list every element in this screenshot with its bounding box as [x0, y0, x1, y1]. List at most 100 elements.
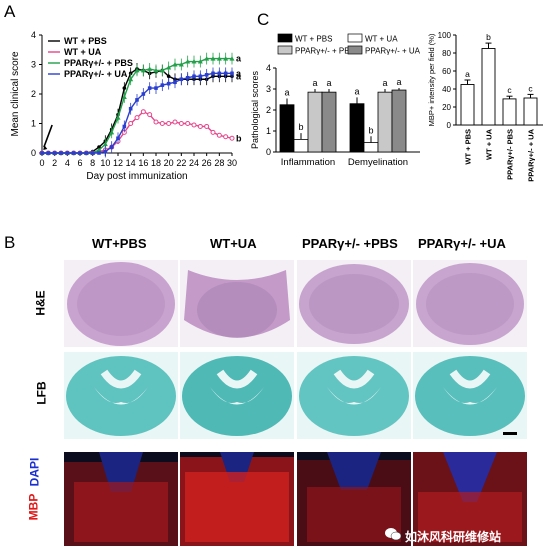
significance-letter: c	[528, 83, 533, 93]
data-point	[166, 64, 172, 70]
mbp-dapi-image-wt-pbs	[64, 452, 178, 546]
significance-letter: a	[284, 87, 289, 97]
data-point	[122, 124, 127, 129]
data-point	[204, 123, 210, 129]
x-tick-label: 10	[100, 158, 110, 168]
y-tick-label: 0	[31, 148, 36, 158]
significance-letter: a	[312, 78, 317, 88]
bar	[377, 91, 393, 153]
significance-letter: b	[486, 32, 491, 42]
data-point	[160, 83, 165, 87]
significance-letter: b	[236, 133, 242, 143]
data-point	[211, 71, 215, 76]
y-tick-label: 4	[31, 30, 36, 40]
y-tick-label: 40	[442, 85, 451, 94]
x-tick-label: 30	[227, 158, 237, 168]
series-line	[42, 68, 232, 154]
significance-letter: a	[326, 78, 331, 88]
data-point	[96, 147, 102, 153]
data-point	[84, 151, 89, 155]
legend-label: PPARγ+/- + PBS	[64, 58, 133, 68]
data-point	[223, 56, 229, 61]
watermark: 如沐风科研维修站	[405, 530, 502, 544]
series-line	[42, 72, 232, 154]
data-point	[210, 129, 216, 135]
data-point	[128, 106, 133, 111]
mbp-dapi-image-ppar-ua	[413, 452, 527, 546]
data-point	[134, 115, 140, 121]
bar	[523, 97, 538, 126]
data-point	[147, 86, 152, 90]
lfb-image-ppar-ua	[413, 352, 527, 439]
data-point	[197, 59, 203, 64]
data-point	[153, 119, 159, 125]
significance-letter: b	[298, 122, 303, 132]
significance-letter: a	[236, 68, 242, 78]
x-tick-label: 4	[65, 158, 70, 168]
bar	[349, 103, 365, 153]
data-point	[46, 151, 51, 155]
significance-letter: a	[354, 86, 359, 96]
he-image-wt-ua	[180, 260, 294, 347]
data-point	[116, 136, 120, 141]
bar	[481, 48, 496, 126]
data-point	[192, 74, 196, 79]
bar	[502, 98, 517, 126]
row-label-dapi: DAPI	[27, 457, 42, 487]
row-label-he: H&E	[33, 290, 48, 316]
x-tick-label: 26	[202, 158, 212, 168]
y-tick-label: 3	[31, 60, 36, 70]
legend-label: WT + UA	[365, 35, 398, 44]
row-label-mbp: MBP	[26, 493, 41, 521]
x-axis-label: Day post immunization	[86, 171, 187, 182]
legend-swatch	[347, 45, 363, 55]
category-label: Demyelination	[348, 157, 408, 168]
legend-swatch	[277, 45, 293, 55]
significance-letter: a	[396, 77, 401, 87]
data-point	[102, 141, 108, 147]
panel-letter-a: A	[4, 2, 16, 21]
row-label-lfb: LFB	[34, 381, 49, 405]
bar	[363, 142, 379, 153]
legend-label: WT + UA	[64, 47, 102, 57]
x-tick-label: 20	[164, 158, 174, 168]
data-point	[230, 71, 234, 76]
he-image-wt-pbs	[64, 260, 178, 347]
data-point	[185, 75, 190, 80]
data-point	[128, 76, 134, 82]
y-tick-label: 60	[442, 67, 451, 76]
data-point	[134, 67, 140, 73]
data-point	[223, 134, 229, 140]
category-label: WT + PBS	[464, 129, 473, 165]
significance-letter: a	[465, 69, 470, 79]
data-point	[178, 62, 184, 67]
data-point	[52, 151, 57, 155]
data-point	[71, 151, 76, 155]
wechat-icon	[385, 528, 401, 541]
data-point	[159, 67, 165, 73]
y-tick-label: 100	[438, 31, 452, 40]
data-point	[198, 74, 203, 79]
data-point	[122, 86, 127, 90]
lfb-image-wt-pbs	[64, 352, 178, 439]
data-point	[109, 129, 115, 135]
bar	[460, 84, 475, 126]
y-axis-label: Mean clinical score	[10, 51, 21, 136]
lfb-image-ppar-pbs	[297, 352, 411, 439]
data-point	[173, 80, 177, 84]
x-tick-label: 8	[90, 158, 95, 168]
column-title-wt-pbs: WT+PBS	[92, 236, 147, 251]
x-tick-label: 28	[214, 158, 224, 168]
x-tick-label: 2	[52, 158, 57, 168]
panel-letter-b: B	[4, 233, 16, 252]
data-point	[159, 121, 165, 126]
legend-swatch	[277, 33, 293, 43]
induction-arrow	[43, 124, 53, 148]
he-image-ppar-ua	[413, 260, 527, 347]
significance-letter: b	[368, 125, 373, 135]
mbp-dapi-image-wt-ua	[180, 452, 294, 546]
panel-letter-c: C	[257, 10, 270, 29]
data-point	[166, 74, 171, 79]
